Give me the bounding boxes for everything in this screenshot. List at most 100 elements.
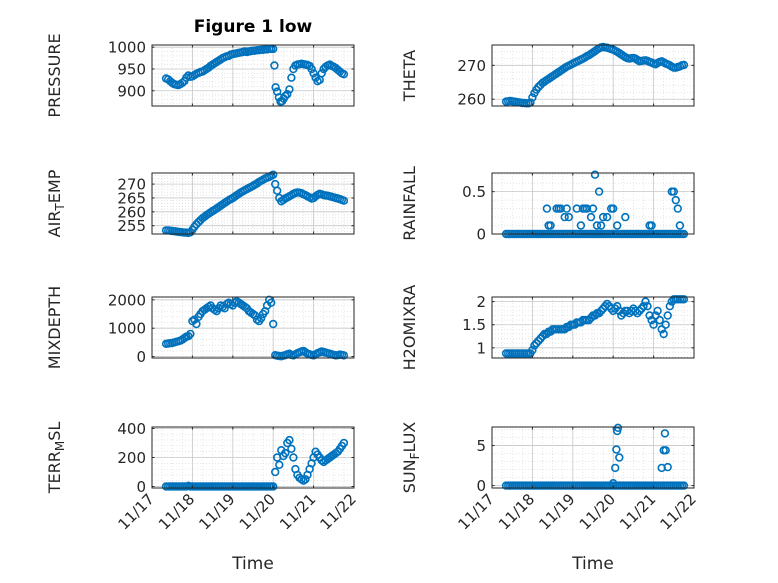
axes-box [151,172,355,235]
data-point [602,212,612,222]
data-point [669,187,678,196]
series-air_temp [161,170,349,238]
x-axis-label: Time [571,554,614,574]
data-point [588,204,598,213]
y-tick-label: 260 [457,91,486,109]
chart-title: Figure 1 low [194,17,313,37]
y-axis-label-main: AIR [45,211,64,238]
y-axis-label: H2OMIXRA [400,285,419,371]
data-point [285,435,294,445]
data-point [339,438,349,448]
data-point [184,332,193,341]
data-point [542,329,551,339]
data-point [576,221,586,230]
data-point [613,423,623,432]
axes-box [491,44,695,107]
data-point [269,482,278,491]
y-axis-label-tail: LUX [400,422,419,453]
y-tick-label: 0 [476,226,486,244]
data-point [596,306,606,316]
y-axis-label: SUNFLUX [400,422,422,494]
y-axis-label-tail: SL [45,422,64,441]
data-point [271,467,280,477]
data-point [673,204,682,213]
chart-h2omixra: 1 1.5 2 H2OMIXRA [400,285,695,371]
data-point [633,309,642,318]
data-point [663,462,672,472]
series-sun_flux [501,423,689,490]
data-point [178,78,187,88]
axes-box [151,296,355,359]
data-point [267,298,276,307]
y-axis-label: PRESSURE [45,33,64,117]
data-point [275,460,284,469]
y-tick-label: 400 [117,420,146,438]
y-tick-label: 950 [117,60,146,78]
data-point [590,170,600,179]
y-tick-label: 255 [117,217,146,235]
data-point [289,453,298,462]
data-point [671,195,680,205]
axes-box [151,44,355,107]
data-point [665,302,674,311]
series-pressure [161,44,349,106]
data-point [653,306,662,316]
data-point [530,341,539,350]
data-point [339,196,349,205]
data-point [269,170,278,179]
data-point [649,320,658,329]
axes-box [491,172,695,235]
data-point [317,69,326,78]
data-point [281,91,290,101]
y-tick-label: 0.5 [462,183,486,201]
y-axis-label-main: TERR [45,451,64,494]
y-axis-label: RAINFALL [400,166,419,241]
y-tick-label: 270 [117,176,146,194]
data-point [612,445,621,454]
data-point [564,212,573,222]
data-point [562,204,571,213]
data-point [647,221,656,230]
y-tick-label: 260 [117,203,146,221]
data-point [287,444,296,453]
data-point [307,64,316,74]
data-point [635,306,644,316]
data-point [301,475,310,484]
data-point [560,212,569,222]
axes-box [491,296,695,359]
data-point [663,311,672,320]
y-tick-label: 1 [476,339,486,357]
data-point [590,311,600,320]
data-point [661,446,670,455]
data-point [679,481,689,490]
data-point [283,89,292,99]
data-point [186,329,195,339]
data-point [560,325,569,334]
data-point [679,295,689,304]
data-point [269,319,278,329]
data-point [598,212,608,222]
data-point [651,311,660,320]
chart-mixdepth: 0 1000 2000 MIXDEPTH [45,286,355,369]
y-tick-label: 200 [117,449,146,467]
y-tick-label: 0 [476,477,486,495]
data-point [641,297,650,306]
axes-box [491,426,695,489]
data-point [586,212,596,222]
data-point [594,187,604,196]
data-point [602,299,612,309]
data-point [608,204,618,213]
data-point [192,319,201,329]
data-point [661,320,670,329]
data-point [256,314,266,323]
data-point [220,304,229,313]
data-point [621,212,630,222]
data-point [660,429,670,438]
data-point [659,329,668,339]
y-tick-label: 1000 [108,320,146,338]
data-point [271,83,280,92]
y-axis-label-subscript: T [53,203,67,212]
data-point [643,302,652,311]
